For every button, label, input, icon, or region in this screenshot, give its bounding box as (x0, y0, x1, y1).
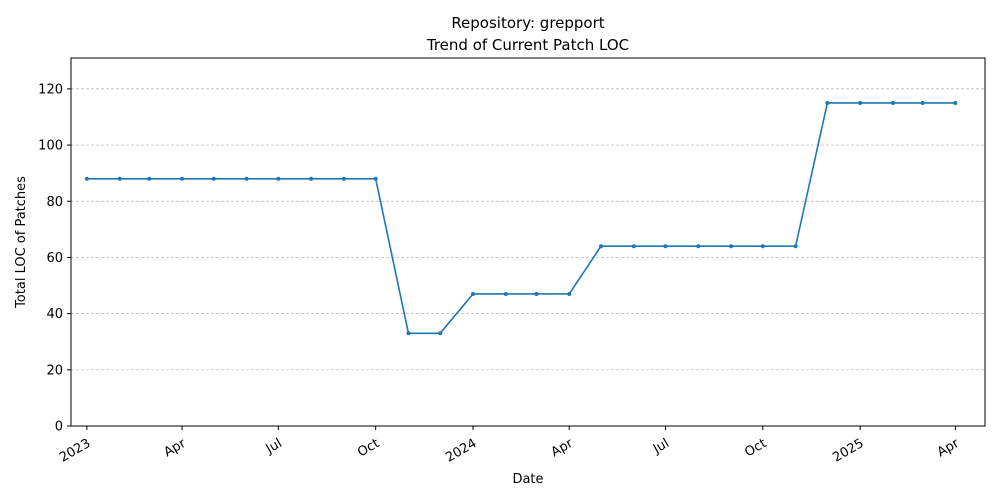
data-point (117, 176, 122, 181)
x-tick-label: Jul (650, 436, 672, 457)
y-tick-label: 100 (38, 139, 63, 154)
data-point (438, 331, 443, 336)
axes: 0 20 40 60 80 100 120 2023 Apr Jul Oct 2024 Apr Jul Oc… (38, 82, 962, 465)
data-point (211, 176, 216, 181)
data-point (729, 244, 734, 249)
data-point (180, 176, 185, 181)
x-tick-label: Apr (935, 436, 963, 461)
x-tick-label: 2025 (830, 436, 866, 466)
data-point (244, 176, 249, 181)
chart-title: Repository: grepport (451, 14, 604, 32)
y-axis-label: Total LOC of Patches (14, 176, 29, 309)
y-tick-label: 80 (46, 195, 63, 210)
plot-frame (70, 57, 986, 427)
x-tick-label: Apr (161, 436, 189, 461)
data-point (276, 176, 281, 181)
data-point (534, 291, 539, 296)
y-tick-label: 120 (38, 82, 63, 97)
x-tick-label: 2023 (57, 436, 93, 466)
data-point (373, 176, 378, 181)
y-tick-label: 0 (55, 420, 63, 435)
chart-subtitle: Trend of Current Patch LOC (426, 36, 629, 54)
data-point (890, 100, 895, 105)
y-tick-label: 60 (46, 251, 63, 266)
series-line (86, 102, 956, 335)
data-point (567, 291, 572, 296)
x-tick-label: Oct (355, 436, 382, 460)
series-layer (84, 100, 958, 336)
data-point (793, 244, 798, 249)
x-tick-label: Jul (263, 436, 285, 457)
data-point (663, 244, 668, 249)
y-tick-label: 20 (46, 363, 63, 378)
x-tick-label: Apr (549, 436, 577, 461)
data-point (760, 244, 765, 249)
data-point (920, 100, 925, 105)
data-point (84, 176, 89, 181)
data-point (858, 100, 863, 105)
data-point (696, 244, 701, 249)
y-tick-label: 40 (46, 307, 63, 322)
x-axis-label: Date (512, 472, 543, 487)
data-point (147, 176, 152, 181)
x-tick-label: Oct (742, 436, 769, 460)
data-point (470, 291, 475, 296)
data-point (503, 291, 508, 296)
data-point (631, 244, 636, 249)
data-point (341, 176, 346, 181)
grid-lines (71, 88, 985, 371)
data-point (406, 331, 411, 336)
data-point (598, 244, 603, 249)
x-tick-label: 2024 (443, 436, 479, 466)
data-point (825, 100, 830, 105)
data-point (309, 176, 314, 181)
data-point (953, 100, 958, 105)
